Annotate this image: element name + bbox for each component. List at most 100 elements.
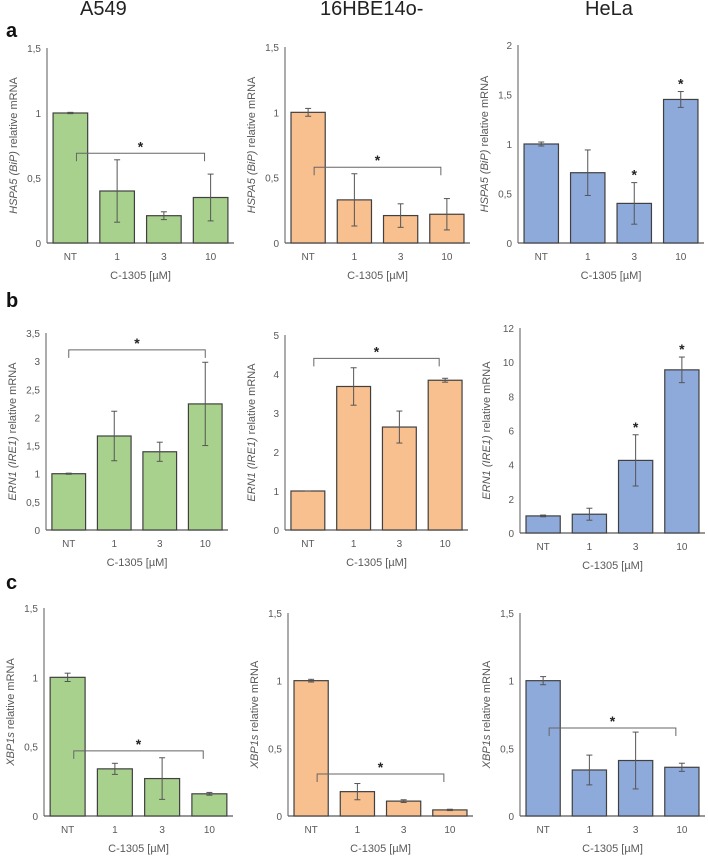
y-tick-label: 0 <box>35 239 41 250</box>
x-tick-label: NT <box>535 252 548 263</box>
y-axis-label-gene: HSPA5 (BiP) <box>479 149 491 212</box>
y-tick-label: 1,5 <box>24 604 38 615</box>
y-tick-label: 1 <box>273 108 279 119</box>
significance-star: * <box>134 335 140 351</box>
chart-panel-a-hela: 0 0,5 1 1,5 2 NT 1 3 10 C-1305 [µM] HSPA5 (BiP) re… <box>479 41 704 282</box>
y-axis-label: XBP1s relative mRNA <box>481 660 493 769</box>
x-tick-label: 10 <box>200 539 212 550</box>
y-axis-label-text: relative mRNA <box>249 660 261 735</box>
significance-bracket <box>75 152 206 162</box>
x-tick-label: NT <box>304 825 317 836</box>
x-tick-label: 1 <box>585 252 591 263</box>
y-tick-label: 0,5 <box>500 744 514 755</box>
x-tick-label: NT <box>536 825 549 836</box>
bar-10 <box>662 98 699 244</box>
x-tick-label: NT <box>61 825 74 836</box>
bar-NT <box>52 112 89 244</box>
chart-panel-b-16hbe14o-: 0 1 2 3 4 5 NT 1 3 10 C-1305 [µM] ERN1 (IRE1) relat… <box>246 331 468 569</box>
y-tick-label: 4 <box>508 461 514 472</box>
significance-bracket <box>316 773 445 783</box>
bar-NT <box>290 111 326 244</box>
y-tick-label: 6 <box>508 427 514 438</box>
y-tick-label: 1 <box>508 677 514 688</box>
y-tick-label: 0 <box>273 239 279 250</box>
y-axis-label-gene: ERN1 (IRE1) <box>7 436 19 501</box>
y-tick-label: 1 <box>273 487 279 498</box>
bar-NT <box>49 676 86 817</box>
y-tick-label: 3,5 <box>26 329 40 340</box>
x-tick-label: 1 <box>351 539 357 550</box>
bar-NT <box>525 680 561 817</box>
y-tick-label: 0 <box>508 812 514 823</box>
significance-star: * <box>632 167 638 183</box>
x-tick-label: NT <box>62 539 75 550</box>
x-tick-label: 1 <box>112 825 118 836</box>
y-tick-label: 0,5 <box>268 744 282 755</box>
y-axis-label-text: relative mRNA <box>7 362 19 437</box>
y-tick-label: 2 <box>273 448 279 459</box>
bar-NT <box>51 473 87 531</box>
x-tick-label: 10 <box>205 252 217 263</box>
bar-NT <box>525 515 561 534</box>
x-tick-label: 10 <box>676 825 688 836</box>
y-tick-label: 3 <box>273 409 279 420</box>
y-tick-label: 1,5 <box>265 43 279 54</box>
y-tick-label: 0,5 <box>265 174 279 185</box>
x-tick-label: 10 <box>441 252 453 263</box>
significance-star: * <box>378 759 384 775</box>
x-axis-label: C-1305 [µM] <box>582 843 643 855</box>
y-axis-label-text: relative mRNA <box>481 361 493 436</box>
y-axis-label: XBP1s relative mRNA <box>249 660 261 769</box>
x-axis-label: C-1305 [µM] <box>108 843 169 855</box>
y-tick-label: 0,5 <box>498 190 512 201</box>
x-tick-label: 3 <box>157 539 163 550</box>
y-tick-label: 2,5 <box>26 385 40 396</box>
bar-NT <box>523 143 560 244</box>
column-title-hela: HeLa <box>585 0 633 20</box>
y-tick-label: 0 <box>276 812 282 823</box>
bar-3 <box>385 800 422 817</box>
row-letter-b: b <box>6 290 19 312</box>
chart-panel-b-hela: 0 2 4 6 8 10 12 NT 1 3 10 C-1305 [µM] ERN1 (IRE1) re… <box>481 324 705 572</box>
y-tick-label: 2 <box>34 413 40 424</box>
x-axis-label: C-1305 [µM] <box>110 270 171 282</box>
significance-star: * <box>678 76 684 92</box>
y-tick-label: 0 <box>32 812 38 823</box>
significance-bracket <box>73 750 204 759</box>
x-tick-label: 1 <box>111 539 117 550</box>
significance-bracket <box>313 166 442 176</box>
y-tick-label: 10 <box>503 358 515 369</box>
significance-star: * <box>374 343 380 359</box>
y-tick-label: 1,5 <box>26 442 40 453</box>
bar-1 <box>96 768 133 817</box>
x-tick-label: 10 <box>204 825 216 836</box>
y-tick-label: 1,5 <box>500 609 514 620</box>
x-tick-label: 3 <box>401 825 407 836</box>
bar-NT <box>290 490 326 531</box>
bar-3 <box>145 215 182 244</box>
y-axis-label-text: relative mRNA <box>246 76 258 151</box>
significance-star: * <box>375 152 381 168</box>
significance-bracket <box>313 357 440 367</box>
chart-panel-c-16hbe14o-: 0 0,5 1 1,5 NT 1 3 10 C-1305 [µM] XBP1s relative … <box>249 609 473 855</box>
x-tick-label: NT <box>64 252 77 263</box>
significance-star: * <box>633 419 639 435</box>
y-tick-label: 0 <box>273 526 279 537</box>
x-tick-label: 3 <box>161 252 167 263</box>
x-axis-label: C-1305 [µM] <box>350 843 411 855</box>
bar-3 <box>381 426 417 531</box>
column-title-a549: A549 <box>80 0 127 20</box>
x-axis-label: C-1305 [µM] <box>347 270 408 282</box>
x-tick-label: 3 <box>633 825 639 836</box>
y-tick-label: 0 <box>508 529 514 540</box>
y-axis-label-gene: XBP1s <box>481 734 493 769</box>
x-tick-label: NT <box>301 252 314 263</box>
x-tick-label: 1 <box>587 542 593 553</box>
row-letter-a: a <box>6 20 18 42</box>
x-axis-label: C-1305 [µM] <box>582 560 643 572</box>
y-tick-label: 4 <box>273 370 279 381</box>
y-axis-label-gene: XBP1s <box>249 734 261 769</box>
x-tick-label: 3 <box>397 539 403 550</box>
y-tick-label: 0 <box>506 239 512 250</box>
